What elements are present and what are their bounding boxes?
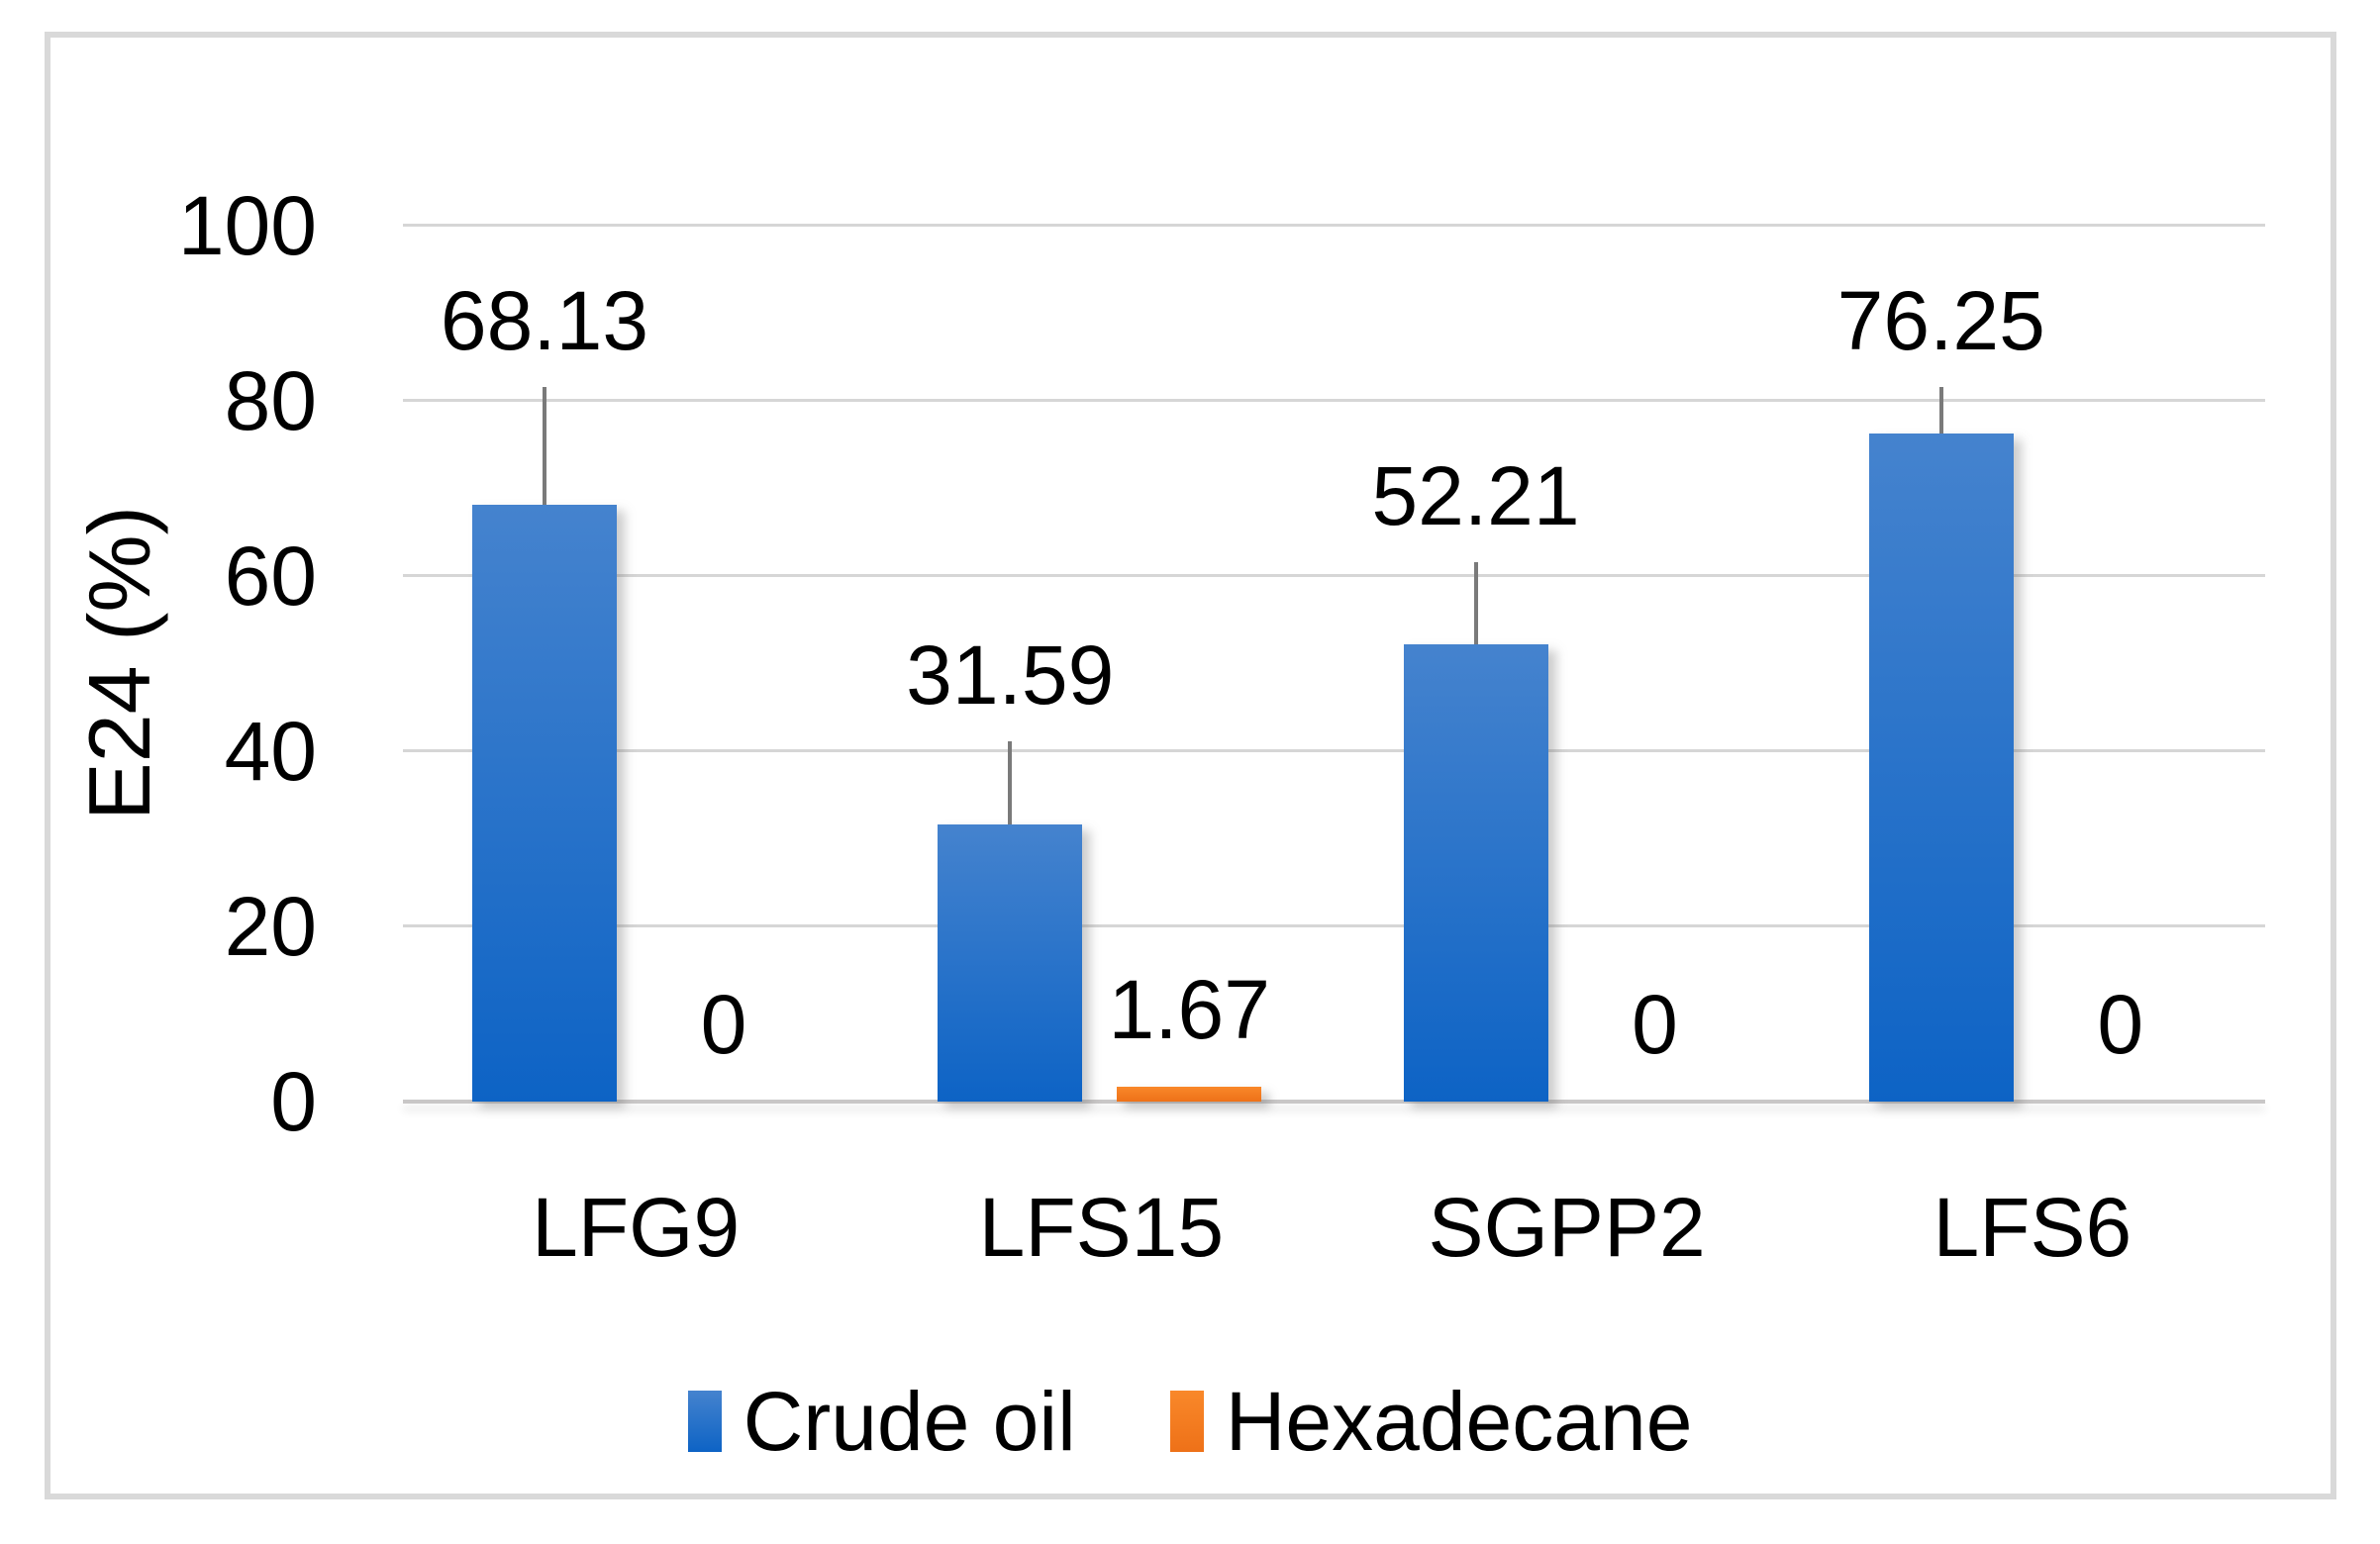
- legend: Crude oil Hexadecane: [0, 1378, 2380, 1465]
- legend-item-crude-oil: Crude oil: [687, 1375, 1076, 1468]
- error-bar-lfs15: [1008, 741, 1013, 825]
- legend-label-hexadecane: Hexadecane: [1225, 1375, 1693, 1468]
- y-tick-label-0: 0: [270, 1055, 317, 1148]
- legend-swatch-crude-oil: [687, 1391, 722, 1452]
- legend-swatch-hexadecane: [1169, 1391, 1204, 1452]
- error-bar-lfg9: [543, 386, 546, 506]
- gridline-100: [403, 224, 2265, 227]
- x-axis-label-lfg9: LFG9: [532, 1181, 741, 1274]
- legend-label-crude-oil: Crude oil: [743, 1375, 1076, 1468]
- y-tick-label-100: 100: [177, 179, 317, 272]
- bar-crude-oil-lfs15: [938, 824, 1083, 1102]
- gridline-20: [403, 924, 2265, 927]
- x-axis-label-lfs6: LFS6: [1933, 1181, 2132, 1274]
- data-label-hexadecane-lfg9: 0: [700, 978, 747, 1071]
- error-bar-lfs6: [1938, 387, 1943, 434]
- data-label-crude-oil-lfs6: 76.25: [1836, 274, 2045, 368]
- y-tick-label-20: 20: [224, 880, 317, 973]
- data-label-hexadecane-lfs6: 0: [2097, 978, 2144, 1071]
- bar-hexadecane-lfs15: [1117, 1087, 1262, 1102]
- gridline-40: [403, 749, 2265, 752]
- data-label-crude-oil-sgpp2: 52.21: [1371, 448, 1580, 542]
- x-axis-label-sgpp2: SGPP2: [1428, 1181, 1706, 1274]
- gridline-60: [403, 574, 2265, 577]
- bar-crude-oil-lfs6: [1868, 434, 2014, 1102]
- gridline-0: [403, 1100, 2265, 1104]
- legend-item-hexadecane: Hexadecane: [1169, 1375, 1693, 1468]
- data-label-hexadecane-lfs15: 1.67: [1108, 963, 1271, 1057]
- data-label-hexadecane-sgpp2: 0: [1632, 978, 1678, 1071]
- bar-crude-oil-sgpp2: [1403, 643, 1548, 1102]
- gridline-80: [403, 399, 2265, 402]
- x-axis-label-lfs15: LFS15: [978, 1181, 1225, 1274]
- y-tick-label-60: 60: [224, 530, 317, 623]
- y-tick-label-40: 40: [224, 705, 317, 798]
- data-label-crude-oil-lfg9: 68.13: [440, 273, 649, 367]
- bar-crude-oil-lfg9: [472, 505, 617, 1102]
- error-bar-sgpp2: [1473, 561, 1478, 644]
- data-label-crude-oil-lfs15: 31.59: [906, 628, 1115, 723]
- y-tick-label-80: 80: [224, 354, 317, 447]
